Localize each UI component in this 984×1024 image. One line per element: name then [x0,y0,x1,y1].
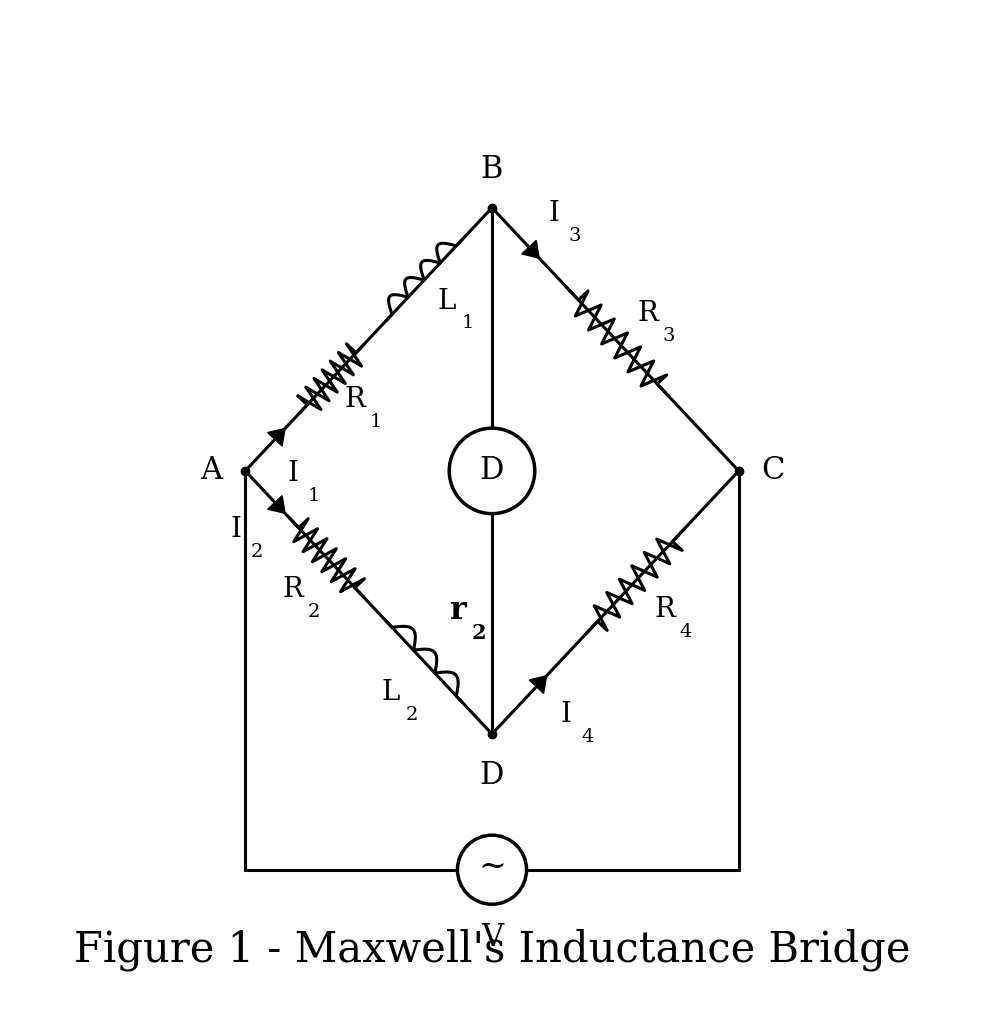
Text: A: A [200,456,222,486]
Polygon shape [268,496,285,513]
Polygon shape [268,428,285,446]
Polygon shape [529,676,546,693]
Text: 1: 1 [369,413,382,431]
Text: I: I [287,461,298,487]
Text: D: D [480,761,504,792]
Text: L: L [382,679,400,707]
Text: I: I [549,201,560,227]
Polygon shape [522,241,539,258]
Text: V: V [481,923,503,953]
Text: L: L [438,288,457,314]
Text: I: I [561,701,572,728]
Text: R: R [344,386,365,414]
Text: 1: 1 [308,487,320,505]
Text: B: B [481,154,503,184]
Text: C: C [762,456,785,486]
Text: ~: ~ [478,850,506,883]
Text: R: R [638,300,658,328]
Text: r: r [449,595,465,626]
Text: 2: 2 [251,543,263,560]
Text: D: D [480,456,504,486]
Text: 2: 2 [307,603,320,622]
Text: 2: 2 [406,706,418,724]
Text: R: R [282,577,303,603]
Text: 2: 2 [472,624,486,643]
Text: I: I [230,516,241,543]
Text: 3: 3 [662,327,675,345]
Text: R: R [654,596,675,623]
Text: 4: 4 [582,728,593,745]
Text: 4: 4 [680,623,693,641]
Text: 3: 3 [569,227,582,245]
Text: Figure 1 - Maxwell's Inductance Bridge: Figure 1 - Maxwell's Inductance Bridge [74,928,910,971]
Text: 1: 1 [461,314,474,333]
